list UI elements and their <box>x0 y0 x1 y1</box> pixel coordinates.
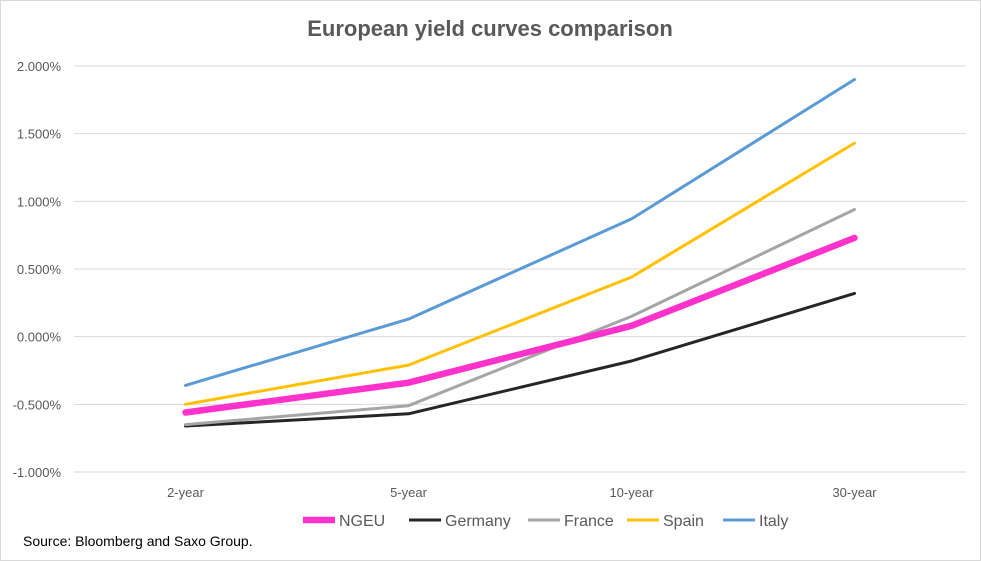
series-lines <box>182 78 858 428</box>
legend-label-germany: Germany <box>445 513 511 530</box>
x-tick-label: 2-year <box>167 485 205 500</box>
y-tick-label: -1.000% <box>13 465 62 480</box>
y-tick-label: 2.000% <box>17 59 62 74</box>
legend-label-spain: Spain <box>663 513 704 530</box>
y-tick-label: 1.500% <box>17 127 62 142</box>
legend: NGEU Germany France Spain Italy <box>303 513 788 530</box>
gridlines <box>74 65 966 473</box>
chart-title: European yield curves comparison <box>307 16 673 41</box>
series-line-italy <box>184 78 856 387</box>
series-line-ngeu <box>182 234 858 416</box>
x-tick-label: 5-year <box>390 485 428 500</box>
y-tick-label: -0.500% <box>13 397 62 412</box>
y-tick-label: 0.000% <box>17 330 62 345</box>
source-note: Source: Bloomberg and Saxo Group. <box>23 533 253 549</box>
y-axis-tick-labels: 2.000% 1.500% 1.000% 0.500% 0.000% -0.500% -1.… <box>13 59 62 480</box>
y-tick-label: 1.000% <box>17 194 62 209</box>
series-line-spain <box>184 141 856 406</box>
x-axis-tick-labels: 2-year 5-year 10-year 30-year <box>167 485 877 500</box>
x-tick-label: 10-year <box>609 485 654 500</box>
y-tick-label: 0.500% <box>17 262 62 277</box>
legend-label-italy: Italy <box>759 513 788 530</box>
series-line-germany <box>184 291 856 428</box>
series-line-france <box>184 208 856 427</box>
x-tick-label: 30-year <box>832 485 877 500</box>
legend-label-france: France <box>564 513 614 530</box>
legend-label-ngeu: NGEU <box>339 513 385 530</box>
